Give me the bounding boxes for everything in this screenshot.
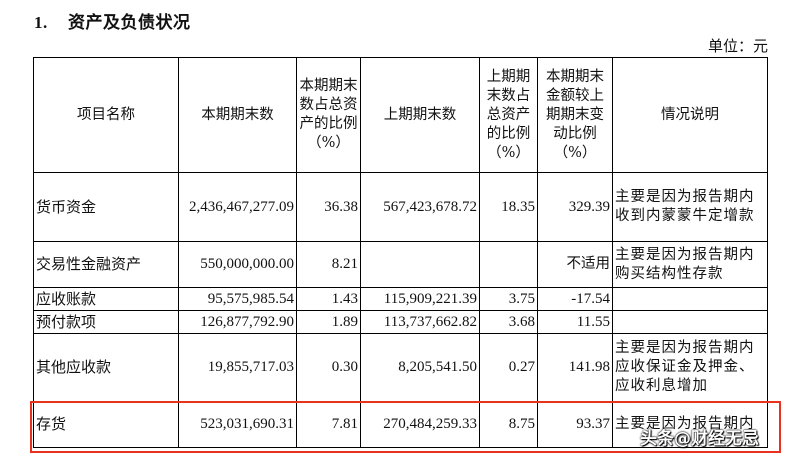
row-current: 523,031,690.31 [178, 401, 297, 448]
row-change-pct: 93.37 [537, 401, 613, 448]
row-current-pct: 36.38 [296, 172, 361, 242]
row-name: 存货 [33, 401, 179, 448]
row-change-pct: 不适用 [537, 241, 613, 288]
row-previous-pct: 0.27 [479, 333, 538, 402]
row-note: 主要是因为报告期内应收保证金及押金、应收利息增加 [612, 333, 768, 402]
asset-liability-table: 项目名称 本期期末数 本期期末数占总资产的比例（%） 上期期末数 上期期末数占总… [33, 57, 768, 448]
row-previous-pct: 18.35 [479, 172, 538, 242]
header-change-pct: 本期期末金额较上期期末变动比例（%） [537, 57, 613, 173]
row-previous: 113,737,662.82 [360, 310, 480, 334]
row-previous-pct: 3.68 [479, 310, 538, 334]
row-current-pct: 1.43 [296, 287, 361, 311]
row-previous: 115,909,221.39 [360, 287, 480, 311]
unit-label: 单位：元 [707, 39, 768, 55]
header-previous-pct: 上期期末数占总资产的比例（%） [479, 57, 538, 173]
row-current-pct: 8.21 [296, 241, 361, 288]
table-row: 应收账款 95,575,985.54 1.43 115,909,221.39 3… [33, 287, 768, 311]
section-title-text: 资产及负债状况 [68, 13, 191, 33]
row-previous: 8,205,541.50 [360, 333, 480, 402]
section-number: 1. [34, 13, 48, 32]
watermark: 头条@财经无忌 [640, 429, 759, 449]
row-previous-pct [479, 241, 538, 288]
row-name: 其他应收款 [33, 333, 179, 402]
row-change-pct: 329.39 [537, 172, 613, 242]
header-row: 项目名称 本期期末数 本期期末数占总资产的比例（%） 上期期末数 上期期末数占总… [33, 57, 768, 173]
row-current: 126,877,792.90 [178, 310, 297, 334]
header-item-name: 项目名称 [33, 57, 179, 173]
table-row-highlighted: 存货 523,031,690.31 7.81 270,484,259.33 8.… [33, 401, 768, 448]
row-current: 19,855,717.03 [178, 333, 297, 402]
table-row: 其他应收款 19,855,717.03 0.30 8,205,541.50 0.… [33, 333, 768, 402]
header-current: 本期期末数 [178, 57, 297, 173]
header-current-pct: 本期期末数占总资产的比例（%） [296, 57, 361, 173]
row-name: 货币资金 [33, 172, 179, 242]
row-note: 主要是因为报告期内购买结构性存款 [612, 241, 768, 288]
row-note: 主要是因为报告期内 [612, 401, 768, 448]
section-title: 1. 资产及负债状况 [34, 8, 191, 33]
table-row: 货币资金 2,436,467,277.09 36.38 567,423,678.… [33, 172, 768, 242]
row-previous [360, 241, 480, 288]
row-change-pct: -17.54 [537, 287, 613, 311]
row-note [612, 287, 768, 311]
header-note: 情况说明 [612, 57, 768, 173]
row-current-pct: 0.30 [296, 333, 361, 402]
row-current: 95,575,985.54 [178, 287, 297, 311]
row-name: 交易性金融资产 [33, 241, 179, 288]
header-previous: 上期期末数 [360, 57, 480, 173]
row-current: 550,000,000.00 [178, 241, 297, 288]
row-previous: 567,423,678.72 [360, 172, 480, 242]
row-previous-pct: 3.75 [479, 287, 538, 311]
row-name: 应收账款 [33, 287, 179, 311]
table-row: 交易性金融资产 550,000,000.00 8.21 不适用 主要是因为报告期… [33, 241, 768, 288]
row-previous-pct: 8.75 [479, 401, 538, 448]
row-name: 预付款项 [33, 310, 179, 334]
row-note: 主要是因为报告期内收到内蒙蒙牛定增款 [612, 172, 768, 242]
row-current-pct: 1.89 [296, 310, 361, 334]
row-current: 2,436,467,277.09 [178, 172, 297, 242]
row-note [612, 310, 768, 334]
row-change-pct: 141.98 [537, 333, 613, 402]
table-row: 预付款项 126,877,792.90 1.89 113,737,662.82 … [33, 310, 768, 334]
row-change-pct: 11.55 [537, 310, 613, 334]
row-current-pct: 7.81 [296, 401, 361, 448]
row-previous: 270,484,259.33 [360, 401, 480, 448]
